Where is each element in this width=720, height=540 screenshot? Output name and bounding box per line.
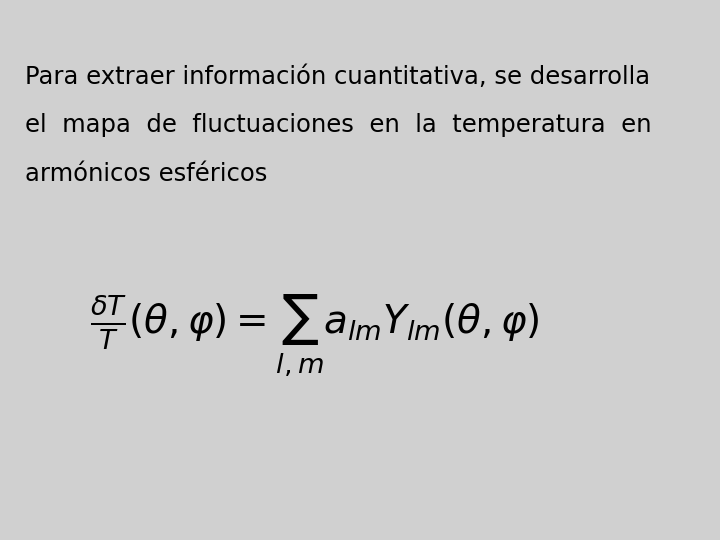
Text: el  mapa  de  fluctuaciones  en  la  temperatura  en: el mapa de fluctuaciones en la temperatu… (25, 113, 652, 137)
Text: armónicos esféricos: armónicos esféricos (25, 162, 268, 186)
Text: Para extraer información cuantitativa, se desarrolla: Para extraer información cuantitativa, s… (25, 65, 650, 89)
Text: $\frac{\delta T}{T}(\theta,\varphi)=\sum_{l,m}a_{lm}Y_{lm}(\theta,\varphi)$: $\frac{\delta T}{T}(\theta,\varphi)=\sum… (90, 292, 539, 377)
